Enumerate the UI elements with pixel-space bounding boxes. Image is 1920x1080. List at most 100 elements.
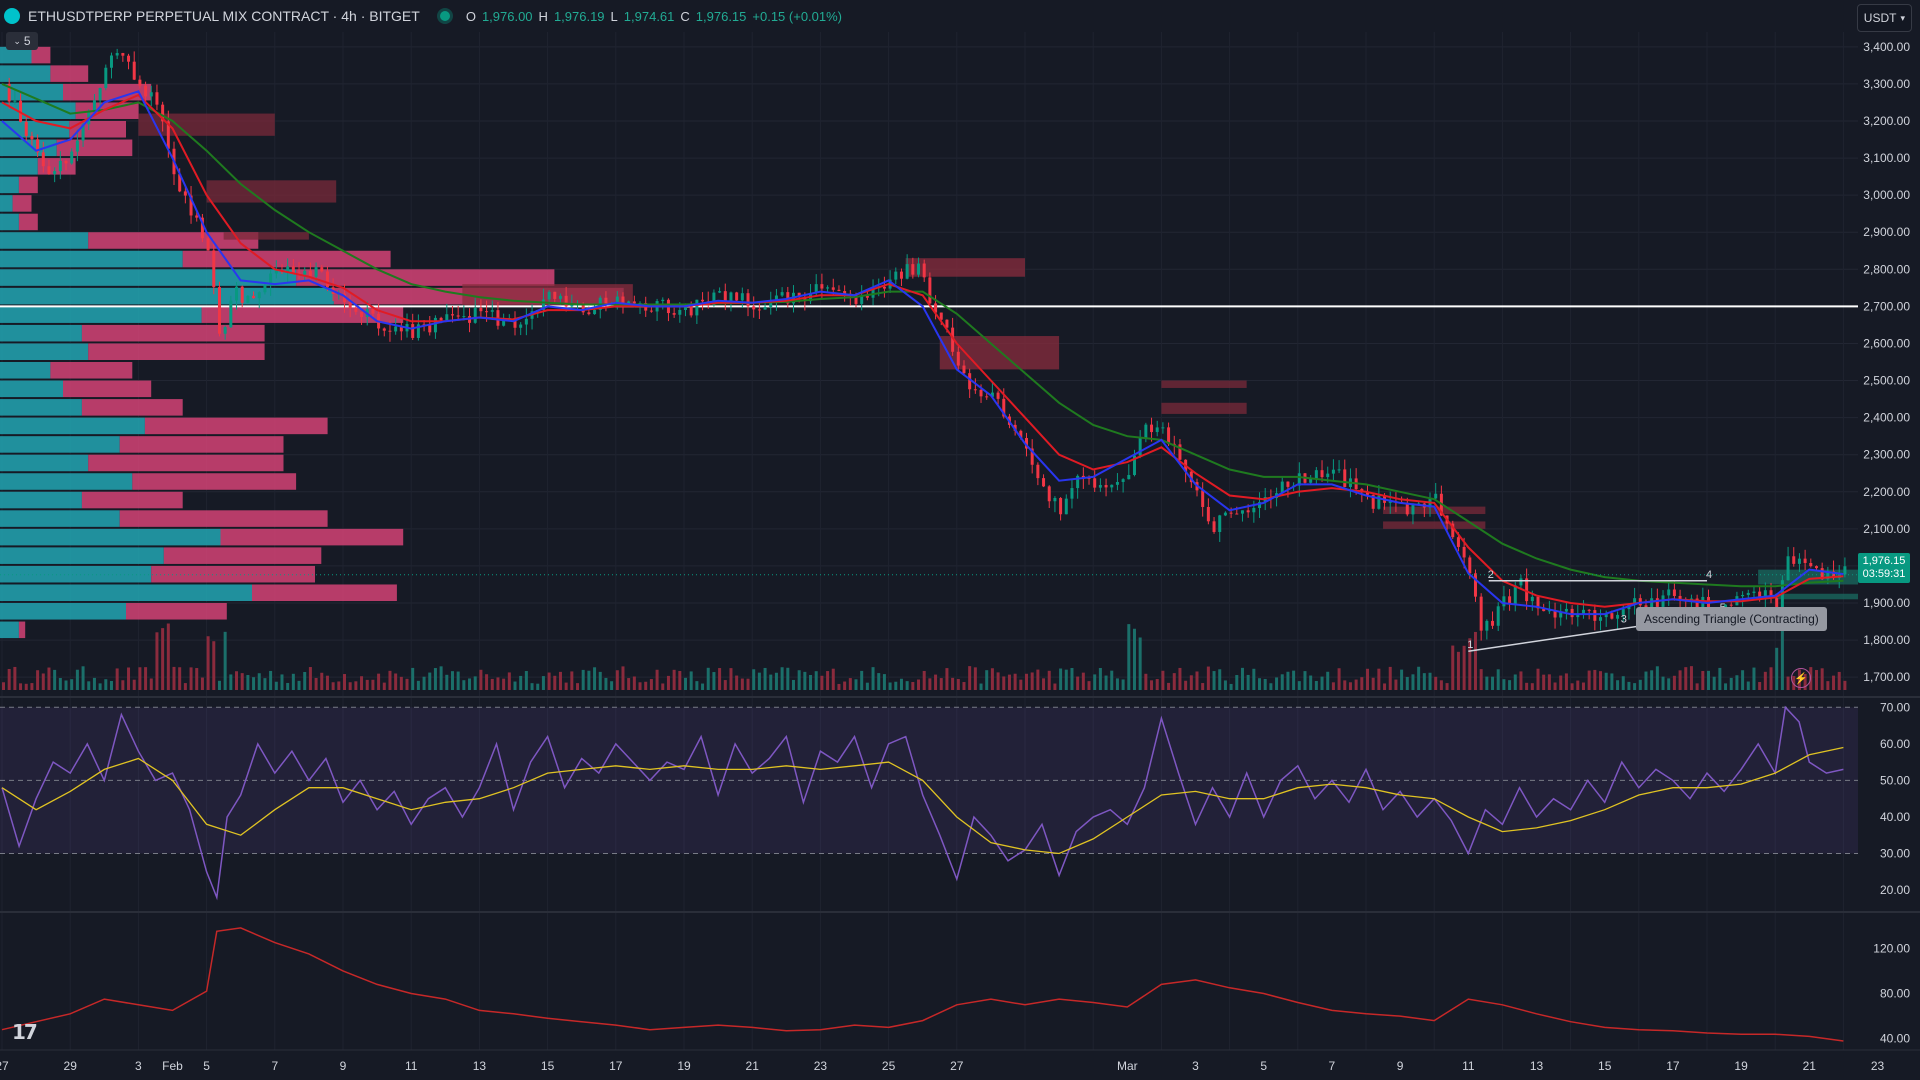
volume-bar: [337, 681, 341, 690]
volume-bar: [92, 677, 96, 690]
volume-bar: [894, 681, 898, 690]
candle-body: [1468, 557, 1472, 574]
volume-profile-down-bar: [12, 195, 32, 212]
volume-bar: [769, 674, 773, 690]
candle-body: [1485, 620, 1489, 631]
candle-body: [30, 135, 34, 140]
volume-bar: [922, 670, 926, 690]
candle-body: [905, 264, 909, 279]
volume-bar: [1161, 670, 1165, 690]
volume-bar: [1428, 672, 1432, 690]
volume-bar: [786, 667, 790, 690]
price-tick-label: 2,400.00: [1863, 411, 1910, 425]
candle-body: [19, 100, 23, 122]
volume-profile-up-bar: [0, 83, 63, 101]
volume-bar: [1650, 670, 1654, 690]
time-tick-label: 5: [1260, 1059, 1267, 1073]
volume-bar: [1712, 676, 1716, 690]
volume-bar: [1644, 671, 1648, 690]
volume-profile-up-bar: [0, 324, 82, 342]
tradingview-logo[interactable]: 17: [12, 1020, 38, 1044]
candle-body: [1758, 591, 1762, 600]
volume-bar: [320, 672, 324, 690]
volume-bar: [1667, 678, 1671, 690]
flash-icon[interactable]: ⚡: [1791, 668, 1811, 688]
candle-body: [490, 310, 494, 312]
volume-profile-up-bar: [0, 528, 221, 546]
volume-bar: [331, 682, 335, 690]
candle-body: [689, 305, 693, 316]
candle-body: [803, 297, 807, 302]
volume-bar: [752, 669, 756, 690]
volume-bar: [388, 670, 392, 690]
price-tick-label: 3,200.00: [1863, 114, 1910, 128]
candle-body: [1724, 604, 1728, 609]
candle-body: [1769, 590, 1773, 599]
volume-bar: [1616, 680, 1620, 690]
candle-body: [1775, 598, 1779, 611]
candle-body: [70, 151, 74, 164]
volume-bar: [206, 636, 210, 690]
volume-bar: [1456, 651, 1460, 690]
chevron-down-icon: ▾: [1900, 12, 1905, 23]
symbol-title[interactable]: ETHUSDTPERP PERPETUAL MIX CONTRACT · 4h …: [28, 8, 420, 24]
candle-body: [183, 191, 187, 196]
indicators-collapse-button[interactable]: ⌄ 5: [6, 32, 38, 50]
candle-body: [740, 293, 744, 301]
volume-bar: [212, 641, 216, 690]
volume-bar: [1098, 667, 1102, 690]
candle-body: [1246, 510, 1250, 513]
volume-bar: [655, 669, 659, 690]
rsi-tick-label: 20.00: [1880, 883, 1910, 897]
volume-bar: [1286, 671, 1290, 690]
candle-body: [985, 396, 989, 398]
volume-bar: [877, 673, 881, 690]
candle-body: [382, 328, 386, 331]
pattern-label[interactable]: Ascending Triangle (Contracting): [1636, 607, 1827, 631]
candle-body: [1223, 512, 1227, 516]
candle-body: [462, 316, 466, 318]
volume-bar: [53, 669, 57, 690]
candle-body: [144, 85, 148, 97]
volume-bar: [1366, 668, 1369, 690]
volume-bar: [58, 678, 62, 690]
volume-bar: [127, 667, 131, 690]
volume-bar: [581, 669, 585, 690]
ohlc-values: O 1,976.00 H 1,976.19 L 1,974.61 C 1,976.15 …: [466, 9, 842, 24]
volume-bar: [1479, 669, 1483, 690]
candle-body: [1451, 523, 1455, 538]
volume-bar: [274, 681, 278, 690]
candle-body: [928, 277, 932, 304]
candle-body: [36, 139, 40, 153]
candle-body: [1240, 510, 1244, 514]
candle-body: [354, 308, 358, 312]
volume-profile-up-bar: [0, 306, 202, 323]
price-tick-label: 2,500.00: [1863, 374, 1910, 388]
bitget-logo-icon: [4, 8, 20, 24]
candle-body: [1127, 474, 1131, 480]
candle-body: [138, 79, 142, 86]
candle-body: [632, 301, 636, 304]
price-tick-label: 3,000.00: [1863, 188, 1910, 202]
volume-bar: [1348, 682, 1352, 690]
volume-bar: [888, 682, 892, 690]
volume-bar: [1689, 666, 1693, 690]
candle-body: [320, 267, 324, 272]
volume-bar: [1218, 669, 1222, 690]
volume-bar: [70, 679, 74, 690]
volume-bar: [81, 666, 85, 690]
volume-bar: [1121, 679, 1125, 690]
volume-bar: [684, 677, 687, 690]
candle-body: [1508, 596, 1512, 604]
candle-body: [1633, 598, 1637, 606]
candle-body: [439, 317, 443, 321]
currency-select[interactable]: USDT ▾: [1856, 4, 1912, 32]
volume-bar: [1491, 676, 1495, 690]
volume-bar: [75, 669, 79, 690]
volume-profile-down-bar: [63, 380, 152, 398]
volume-bar: [939, 678, 943, 690]
ema-fast-line: [1, 90, 1844, 616]
time-tick-label: 3: [135, 1059, 142, 1073]
candle-body: [1655, 598, 1659, 607]
